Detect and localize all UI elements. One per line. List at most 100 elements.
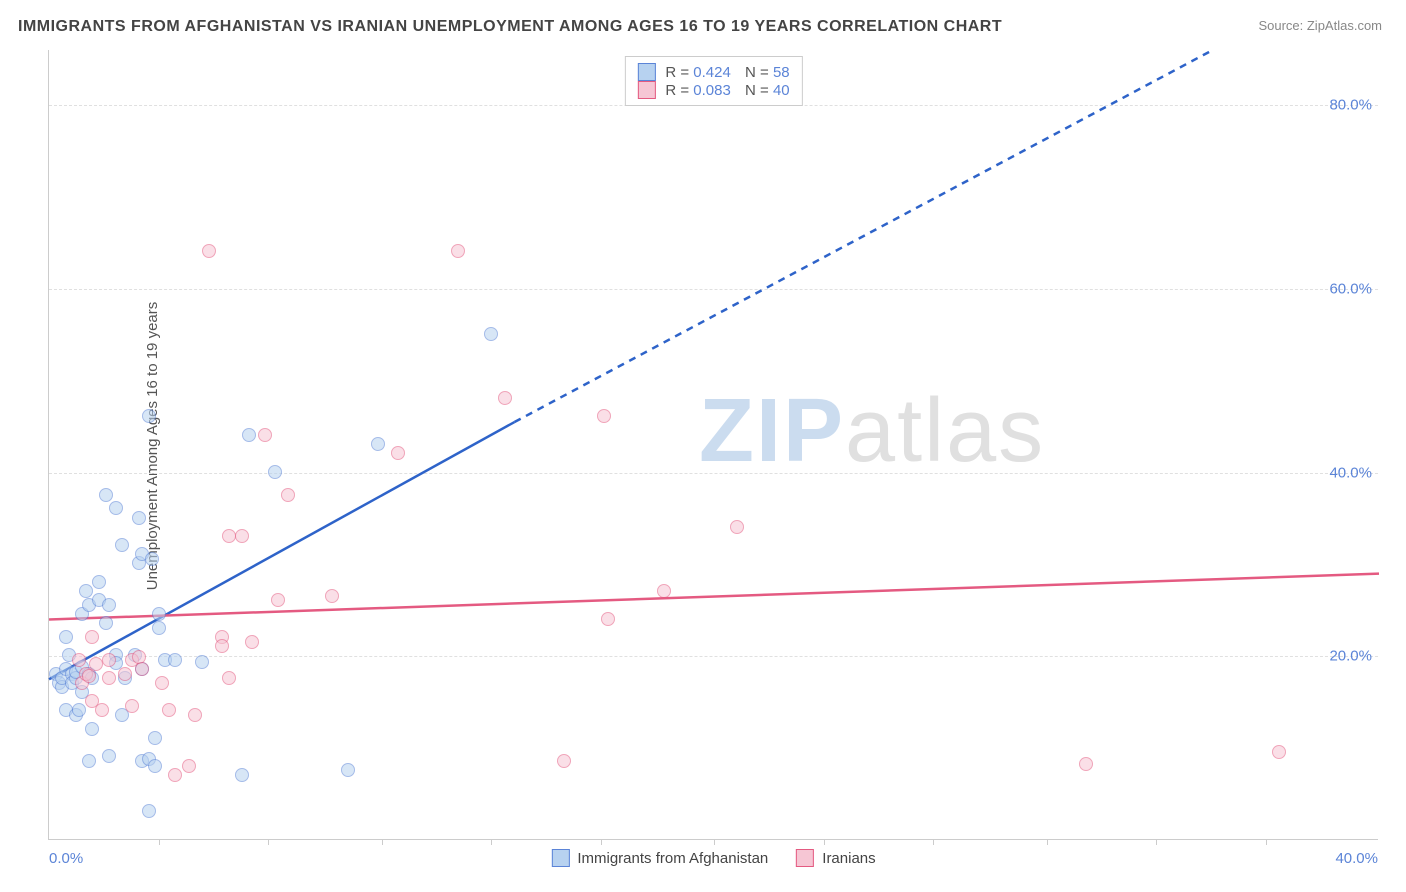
data-point (152, 621, 166, 635)
data-point (72, 653, 86, 667)
data-point (195, 655, 209, 669)
data-point (268, 465, 282, 479)
data-point (730, 520, 744, 534)
swatch-afghan-icon (637, 63, 655, 81)
data-point (148, 731, 162, 745)
data-point (118, 667, 132, 681)
data-point (215, 639, 229, 653)
gridline (49, 656, 1378, 657)
data-point (155, 676, 169, 690)
stats-legend-box: R = 0.424 N = 58 R = 0.083 N = 40 (624, 56, 802, 106)
bottom-legend: Immigrants from Afghanistan Iranians (551, 849, 875, 867)
x-tick-label-end: 40.0% (1335, 850, 1378, 867)
swatch-iranian-icon (637, 81, 655, 99)
data-point (202, 244, 216, 258)
data-point (82, 754, 96, 768)
data-point (59, 630, 73, 644)
data-point (325, 589, 339, 603)
data-point (102, 598, 116, 612)
data-point (391, 446, 405, 460)
stats-row-afghan: R = 0.424 N = 58 (637, 63, 789, 81)
x-tick (268, 839, 269, 845)
data-point (258, 428, 272, 442)
data-point (341, 763, 355, 777)
data-point (657, 584, 671, 598)
data-point (95, 703, 109, 717)
data-point (99, 616, 113, 630)
data-point (82, 669, 96, 683)
gridline (49, 289, 1378, 290)
swatch-afghan-icon (551, 849, 569, 867)
data-point (597, 409, 611, 423)
data-point (102, 671, 116, 685)
legend-item-iranian: Iranians (796, 849, 875, 867)
data-point (142, 804, 156, 818)
data-point (85, 722, 99, 736)
watermark: ZIPatlas (699, 380, 1045, 483)
data-point (188, 708, 202, 722)
data-point (148, 759, 162, 773)
data-point (557, 754, 571, 768)
x-tick (1156, 839, 1157, 845)
legend-item-afghan: Immigrants from Afghanistan (551, 849, 768, 867)
data-point (99, 488, 113, 502)
data-point (152, 607, 166, 621)
data-point (115, 538, 129, 552)
data-point (451, 244, 465, 258)
data-point (168, 768, 182, 782)
legend-label: Immigrants from Afghanistan (577, 850, 768, 867)
data-point (235, 529, 249, 543)
data-point (498, 391, 512, 405)
data-point (72, 703, 86, 717)
data-point (484, 327, 498, 341)
data-point (371, 437, 385, 451)
data-point (245, 635, 259, 649)
data-point (281, 488, 295, 502)
x-tick (1266, 839, 1267, 845)
data-point (601, 612, 615, 626)
data-point (109, 501, 123, 515)
y-tick-label: 20.0% (1329, 648, 1372, 665)
chart-title: IMMIGRANTS FROM AFGHANISTAN VS IRANIAN U… (18, 18, 1002, 36)
data-point (92, 575, 106, 589)
x-tick (601, 839, 602, 845)
x-tick (824, 839, 825, 845)
x-tick (159, 839, 160, 845)
data-point (222, 529, 236, 543)
data-point (162, 703, 176, 717)
y-tick-label: 60.0% (1329, 280, 1372, 297)
x-tick (714, 839, 715, 845)
data-point (79, 584, 93, 598)
x-tick (933, 839, 934, 845)
y-tick-label: 80.0% (1329, 97, 1372, 114)
data-point (89, 657, 103, 671)
data-point (182, 759, 196, 773)
data-point (168, 653, 182, 667)
data-point (102, 749, 116, 763)
data-point (135, 662, 149, 676)
data-point (85, 630, 99, 644)
x-tick (491, 839, 492, 845)
data-point (125, 699, 139, 713)
data-point (1272, 745, 1286, 759)
legend-label: Iranians (822, 850, 875, 867)
data-point (145, 552, 159, 566)
stats-row-iranian: R = 0.083 N = 40 (637, 81, 789, 99)
data-point (142, 409, 156, 423)
trend-lines-layer (49, 50, 1378, 839)
data-point (102, 653, 116, 667)
x-tick (382, 839, 383, 845)
y-tick-label: 40.0% (1329, 464, 1372, 481)
data-point (222, 671, 236, 685)
data-point (242, 428, 256, 442)
data-point (1079, 757, 1093, 771)
x-tick (1047, 839, 1048, 845)
x-tick-label-start: 0.0% (49, 850, 83, 867)
swatch-iranian-icon (796, 849, 814, 867)
data-point (132, 511, 146, 525)
gridline (49, 473, 1378, 474)
plot-area: ZIPatlas 20.0% 40.0% 60.0% 80.0% R = 0.424 … (48, 50, 1378, 840)
data-point (271, 593, 285, 607)
source-label: Source: ZipAtlas.com (1258, 18, 1382, 33)
data-point (235, 768, 249, 782)
